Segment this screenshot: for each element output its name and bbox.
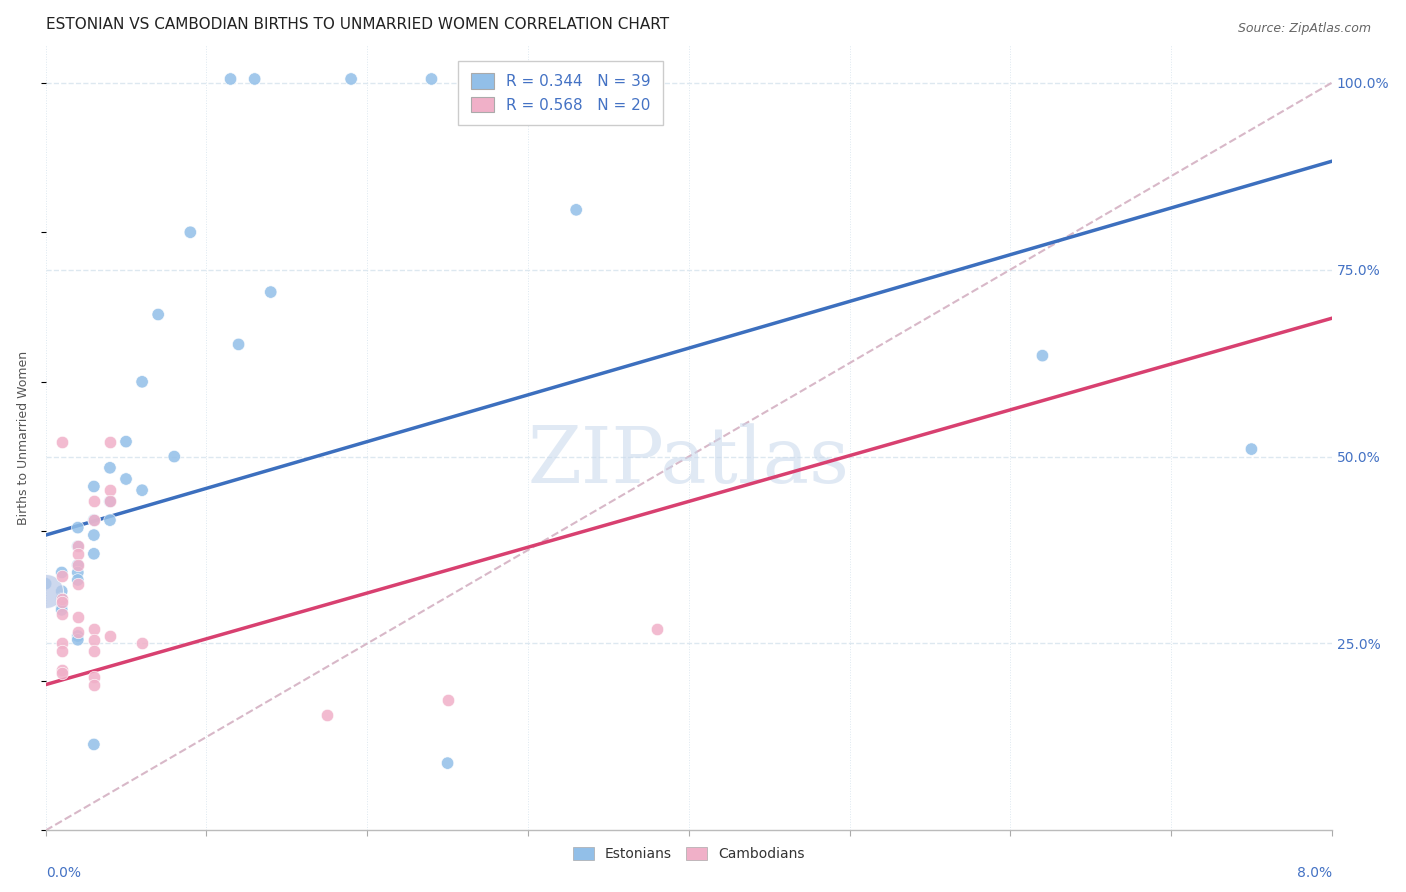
Y-axis label: Births to Unmarried Women: Births to Unmarried Women bbox=[17, 351, 30, 524]
Point bbox=[66, 539, 89, 553]
Point bbox=[51, 434, 73, 449]
Point bbox=[83, 678, 105, 692]
Point bbox=[83, 513, 105, 527]
Point bbox=[51, 599, 73, 613]
Point bbox=[83, 479, 105, 493]
Text: ESTONIAN VS CAMBODIAN BIRTHS TO UNMARRIED WOMEN CORRELATION CHART: ESTONIAN VS CAMBODIAN BIRTHS TO UNMARRIE… bbox=[45, 17, 669, 32]
Point bbox=[115, 434, 138, 449]
Point bbox=[34, 576, 56, 591]
Point bbox=[83, 622, 105, 636]
Point bbox=[83, 513, 105, 527]
Point bbox=[98, 629, 121, 643]
Point bbox=[219, 72, 242, 87]
Point bbox=[83, 547, 105, 561]
Point bbox=[83, 494, 105, 508]
Point bbox=[1031, 349, 1053, 363]
Point bbox=[51, 591, 73, 606]
Point bbox=[436, 756, 458, 771]
Point bbox=[645, 622, 668, 636]
Point bbox=[83, 632, 105, 647]
Point bbox=[436, 692, 458, 706]
Point bbox=[66, 547, 89, 561]
Point bbox=[51, 566, 73, 580]
Point bbox=[98, 483, 121, 498]
Point bbox=[66, 625, 89, 640]
Point bbox=[83, 670, 105, 684]
Point bbox=[51, 569, 73, 583]
Point bbox=[115, 472, 138, 486]
Point bbox=[66, 539, 89, 553]
Point bbox=[66, 566, 89, 580]
Point bbox=[420, 72, 443, 87]
Legend: Estonians, Cambodians: Estonians, Cambodians bbox=[568, 841, 810, 867]
Point bbox=[131, 636, 153, 650]
Text: 0.0%: 0.0% bbox=[45, 866, 80, 880]
Point bbox=[98, 460, 121, 475]
Point bbox=[83, 738, 105, 752]
Point bbox=[51, 607, 73, 621]
Point bbox=[148, 308, 170, 322]
Point bbox=[340, 72, 363, 87]
Point bbox=[179, 225, 201, 239]
Point bbox=[66, 576, 89, 591]
Text: ZIPatlas: ZIPatlas bbox=[527, 424, 849, 500]
Point bbox=[51, 663, 73, 677]
Point bbox=[66, 629, 89, 643]
Point bbox=[98, 434, 121, 449]
Point bbox=[66, 520, 89, 534]
Point bbox=[131, 483, 153, 498]
Point bbox=[485, 72, 508, 87]
Point bbox=[66, 610, 89, 624]
Point bbox=[98, 494, 121, 508]
Point bbox=[66, 632, 89, 647]
Point bbox=[51, 595, 73, 609]
Point bbox=[1240, 442, 1263, 456]
Point bbox=[66, 558, 89, 572]
Point bbox=[243, 72, 266, 87]
Point bbox=[83, 528, 105, 542]
Point bbox=[565, 202, 588, 217]
Point bbox=[163, 450, 186, 464]
Text: Source: ZipAtlas.com: Source: ZipAtlas.com bbox=[1237, 22, 1371, 36]
Point bbox=[66, 573, 89, 587]
Point bbox=[51, 666, 73, 681]
Point bbox=[316, 707, 339, 722]
Point bbox=[228, 337, 250, 351]
Point bbox=[34, 584, 56, 599]
Point bbox=[83, 644, 105, 658]
Point bbox=[98, 513, 121, 527]
Point bbox=[51, 644, 73, 658]
Point bbox=[51, 603, 73, 617]
Point bbox=[51, 636, 73, 650]
Point bbox=[98, 494, 121, 508]
Text: 8.0%: 8.0% bbox=[1296, 866, 1331, 880]
Point bbox=[260, 285, 283, 299]
Point bbox=[131, 375, 153, 389]
Point bbox=[66, 558, 89, 572]
Point bbox=[51, 584, 73, 599]
Point bbox=[51, 591, 73, 606]
